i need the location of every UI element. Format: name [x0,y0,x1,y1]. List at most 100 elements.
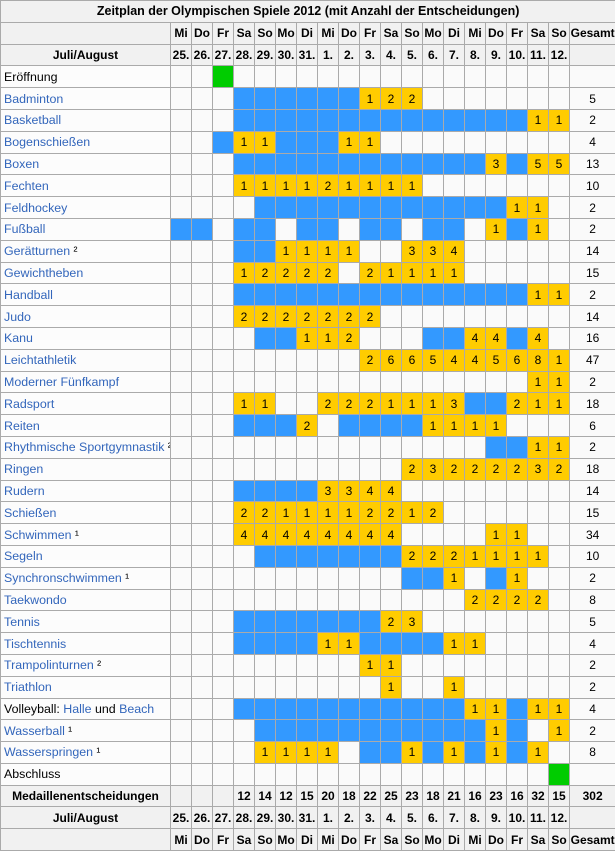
empty-day-cell [527,675,549,699]
sport-link[interactable]: Synchronschwimmen [4,571,122,586]
sport-link[interactable]: Gewichtheben [4,265,84,280]
competition-day-cell [275,326,297,350]
empty-day-cell [212,392,234,416]
empty-day-cell [359,326,381,350]
sport-label-cell: Fechten [0,174,171,198]
sport-link[interactable]: Rhythmische Sportgymnastik [4,440,165,455]
medal-decision-cell: 3 [317,479,339,503]
medal-decision-cell: 3 [527,457,549,481]
sport-link[interactable]: Leichtathletik [4,353,77,368]
sport-label-cell: Gerätturnen ² [0,239,171,263]
empty-day-cell [296,566,318,590]
empty-day-cell [170,544,192,568]
sport-link[interactable]: Judo [4,309,31,324]
empty-day-cell [464,523,486,546]
empty-day-cell [422,762,444,786]
empty-day-cell [380,435,402,459]
date-row-top: Juli/August 25. 26. 27. 28. 29. 30. 31. 1. 2. 3. 4.… [0,43,615,67]
sport-link[interactable]: Wasserspringen [4,745,94,760]
day-header: Sa [380,828,402,852]
sport-link[interactable]: Taekwondo [4,592,67,607]
empty-day-cell [212,261,234,285]
medal-decision-cell: 1 [254,130,276,154]
sport-link[interactable]: Badminton [4,91,64,106]
empty-day-cell [212,217,234,241]
sport-link[interactable]: Beach [119,701,155,716]
medal-decision-cell: 1 [464,632,486,655]
empty-day-cell [275,392,297,416]
medal-decision-cell: 3 [422,239,444,263]
sport-link[interactable]: Schießen [4,505,57,520]
sport-label-cell: Tennis [0,610,171,634]
medal-decision-cell: 1 [317,239,339,263]
row-total: 18 [568,457,615,481]
sport-link[interactable]: Wasserball [4,723,65,738]
sport-link[interactable]: Basketball [4,113,62,128]
sport-link[interactable]: Schwimmen [4,527,72,542]
day-header: Sa [380,21,402,45]
empty-day-cell [254,370,276,394]
empty-day-cell [380,370,402,394]
competition-day-cell [275,108,297,132]
empty-day-cell [212,370,234,394]
row-total: 6 [568,414,615,437]
competition-day-cell [254,283,276,307]
day-header: Mi [317,828,339,852]
competition-day-cell [506,435,528,459]
empty-day-cell [296,762,318,786]
sport-link[interactable]: Feldhockey [4,200,68,215]
sport-link[interactable]: Rudern [4,483,45,498]
competition-day-cell [380,632,402,655]
empty-day-cell [485,65,507,89]
date-header: 10. [506,806,528,830]
sport-link[interactable]: Halle [63,701,92,716]
sport-label-cell: Radsport [0,392,171,416]
empty-day-cell [170,370,192,394]
sport-link[interactable]: Kanu [4,331,33,346]
medal-decision-cell: 1 [275,741,297,764]
empty-day-cell [422,653,444,677]
sport-link[interactable]: Moderner Fünfkampf [4,374,120,389]
empty-day-cell [254,65,276,89]
sport-link[interactable]: Handball [4,287,53,302]
empty-day-cell [401,435,423,459]
sport-link[interactable]: Segeln [4,549,43,564]
table-body: Mi Do Fr Sa So Mo Di Mi Do Fr Sa So Mo Di Mi Do Fr Sa So Ge… [0,21,615,852]
empty-day-cell [191,305,213,328]
empty-day-cell [254,566,276,590]
sport-link[interactable]: Boxen [4,156,40,171]
sport-link[interactable]: Fußball [4,222,46,237]
sport-link[interactable]: Tischtennis [4,636,67,651]
medal-decision-cell: 1 [338,130,360,154]
sport-link[interactable]: Triathlon [4,680,52,695]
competition-day-cell [506,152,528,176]
empty-day-cell [317,435,339,459]
empty-day-cell [485,479,507,503]
competition-day-cell [422,566,444,590]
medal-decision-cell: 1 [527,217,549,241]
empty-day-cell [191,632,213,655]
empty-day-cell [527,305,549,328]
sport-link[interactable]: Bogenschießen [4,135,91,150]
empty-day-cell [506,653,528,677]
empty-day-cell [548,675,570,699]
sport-link[interactable]: Radsport [4,396,55,411]
sport-link[interactable]: Reiten [4,418,40,433]
empty-day-cell [233,326,255,350]
sport-link[interactable]: Trampolinturnen [4,658,94,673]
sport-link[interactable]: Ringen [4,462,44,477]
competition-day-cell [464,196,486,219]
competition-day-cell [275,719,297,743]
empty-day-cell [338,653,360,677]
medal-totals-row: Medaillenentscheidungen 12 14 12 15 20 18 22 25 2… [0,784,615,808]
empty-day-cell [380,239,402,263]
sport-link[interactable]: Tennis [4,614,40,629]
empty-day-cell [170,610,192,634]
sport-link[interactable]: Fechten [4,178,49,193]
competition-day-cell [233,610,255,634]
sport-label-cell: Moderner Fünfkampf [0,370,171,394]
empty-day-cell [317,588,339,612]
sport-label-cell: Triathlon [0,675,171,699]
daily-total: 15 [548,784,570,808]
sport-link[interactable]: Gerätturnen [4,244,71,259]
